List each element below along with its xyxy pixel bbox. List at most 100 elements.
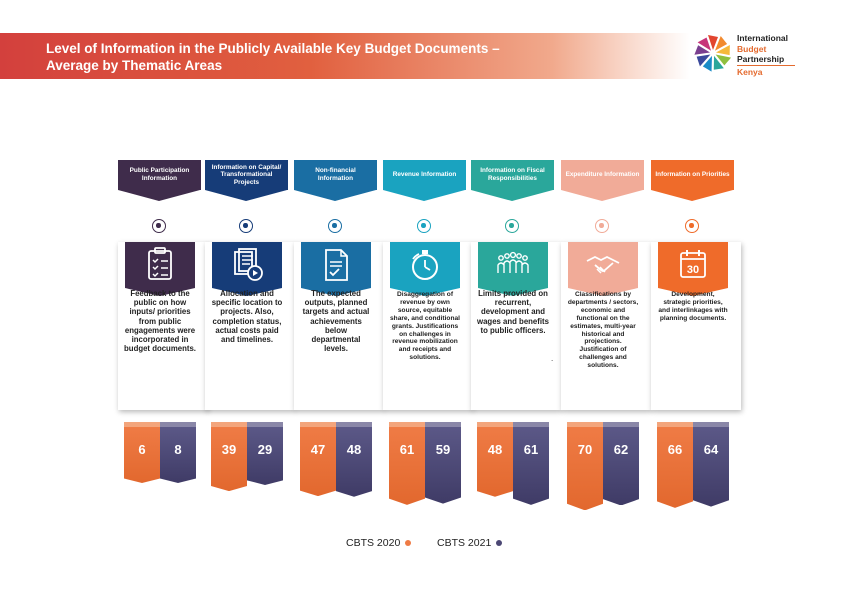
theme-banner: Public Participation Information xyxy=(118,160,201,190)
bar-value-label: 61 xyxy=(523,442,539,457)
legend-2021: CBTS 2021 xyxy=(437,537,503,549)
bar-body xyxy=(603,427,639,506)
theme-icon-box xyxy=(125,242,195,288)
bar-body xyxy=(567,427,603,511)
theme-banner-tip xyxy=(651,190,733,201)
legend-2020-dot xyxy=(405,540,412,546)
pinwheel-logo-icon xyxy=(694,35,732,72)
theme-banner: Information on Priorities xyxy=(651,160,734,190)
theme-column: Public Participation Information Feedback… xyxy=(118,160,208,500)
timeline-dot xyxy=(417,219,431,233)
ibp-logo: International Budget Partnership Kenya xyxy=(692,30,822,82)
bar-value-label: 6 xyxy=(138,442,146,457)
theme-icon-box xyxy=(301,242,371,288)
bar-cap xyxy=(211,422,247,427)
document-play-icon xyxy=(234,248,263,281)
people-group-icon xyxy=(497,251,529,273)
bar-cap xyxy=(389,422,425,427)
bar-cap xyxy=(657,422,693,427)
theme-column: Non-financial Information The expected ou… xyxy=(294,160,384,500)
theme-icon-tip xyxy=(568,288,638,296)
calendar-30-icon: 30 xyxy=(680,250,706,278)
checked-document-icon xyxy=(325,249,348,281)
theme-icon-box xyxy=(212,242,282,288)
theme-description: Disaggregation of revenue by own source,… xyxy=(390,291,460,362)
theme-icon-box xyxy=(568,242,638,288)
logo-line-1: International xyxy=(737,33,789,43)
theme-icon-tip xyxy=(125,288,195,296)
theme-icon-tip xyxy=(212,288,282,296)
theme-column: Information on Priorities 30 Development, … xyxy=(651,160,741,508)
svg-text:30: 30 xyxy=(687,264,699,276)
legend-2021-dot xyxy=(496,540,503,546)
bar-value-label: 47 xyxy=(310,442,326,457)
timeline-dot xyxy=(239,219,253,233)
bar-value-label: 39 xyxy=(221,442,237,457)
header-band xyxy=(0,33,690,79)
bar-body xyxy=(693,427,729,507)
stray-mark: . xyxy=(551,354,554,363)
theme-icon-box xyxy=(478,242,548,288)
bar-body xyxy=(657,427,693,508)
logo-line-2: Budget xyxy=(737,43,767,54)
theme-description: Feedback to the public on how inputs/ pr… xyxy=(124,289,196,354)
theme-description: Development, strategic priorities, and i… xyxy=(658,291,728,322)
bar-body xyxy=(425,427,461,504)
bar-cap xyxy=(477,422,513,427)
legend-2021-label: CBTS 2021 xyxy=(437,537,492,549)
title-line-2: Average by Thematic Areas xyxy=(46,58,223,73)
timeline-dot xyxy=(685,219,699,233)
theme-banner-tip xyxy=(118,190,200,201)
bar-cap xyxy=(160,422,196,427)
theme-icon-box xyxy=(390,242,460,288)
theme-column: Information on Capital/ Transformational… xyxy=(205,160,295,500)
bar-cap xyxy=(124,422,160,427)
legend-2020: CBTS 2020 xyxy=(346,537,412,549)
theme-description: Limits provided on recurrent, developmen… xyxy=(477,289,549,335)
theme-banner: Information on Capital/ Transformational… xyxy=(205,160,288,190)
theme-icon-tip xyxy=(390,288,460,296)
bar-value-label: 64 xyxy=(703,442,719,457)
bar-value-label: 59 xyxy=(435,442,451,457)
bar-value-label: 66 xyxy=(667,442,683,457)
theme-column: Information on Fiscal Responsibilities Li… xyxy=(471,160,561,505)
bar-body xyxy=(336,427,372,497)
bar-cap xyxy=(693,422,729,427)
theme-banner-tip xyxy=(205,190,287,201)
theme-column: Expenditure Information Classifications b… xyxy=(561,160,651,511)
bar-cap xyxy=(247,422,283,427)
bar-body xyxy=(513,427,549,505)
theme-banner-tip xyxy=(561,190,643,201)
theme-banner: Expenditure Information xyxy=(561,160,644,190)
bar-body xyxy=(247,427,283,485)
bar-value-label: 48 xyxy=(487,442,503,457)
logo-text: International Budget Partnership Kenya xyxy=(737,33,795,77)
theme-icon-box: 30 xyxy=(658,242,728,288)
theme-description: Classifications by departments / sectors… xyxy=(567,291,639,370)
handshake-icon xyxy=(586,255,620,274)
theme-banner: Non-financial Information xyxy=(294,160,377,190)
theme-icon-tip xyxy=(658,288,728,296)
bar-value-label: 62 xyxy=(613,442,629,457)
legend-2020-label: CBTS 2020 xyxy=(346,537,401,549)
bar-cap xyxy=(513,422,549,427)
bar-value-label: 70 xyxy=(577,442,593,457)
bar-body xyxy=(211,427,247,492)
page-title: Level of Information in the Publicly Ava… xyxy=(46,40,606,74)
bar-body xyxy=(160,427,196,483)
bar-cap xyxy=(336,422,372,427)
bar-value-label: 48 xyxy=(346,442,362,457)
bar-cap xyxy=(603,422,639,427)
clipboard-icon xyxy=(148,247,172,280)
theme-banner-tip xyxy=(383,190,465,201)
timeline-dot xyxy=(152,219,166,233)
bar-body xyxy=(477,427,513,497)
theme-icon-tip xyxy=(478,288,548,296)
logo-line-4: Kenya xyxy=(737,64,795,78)
bar-cap xyxy=(425,422,461,427)
theme-icon-tip xyxy=(301,288,371,296)
stopwatch-icon xyxy=(412,250,438,280)
bar-body xyxy=(389,427,425,505)
theme-banner: Revenue Information xyxy=(383,160,466,190)
timeline-dot xyxy=(595,219,609,233)
